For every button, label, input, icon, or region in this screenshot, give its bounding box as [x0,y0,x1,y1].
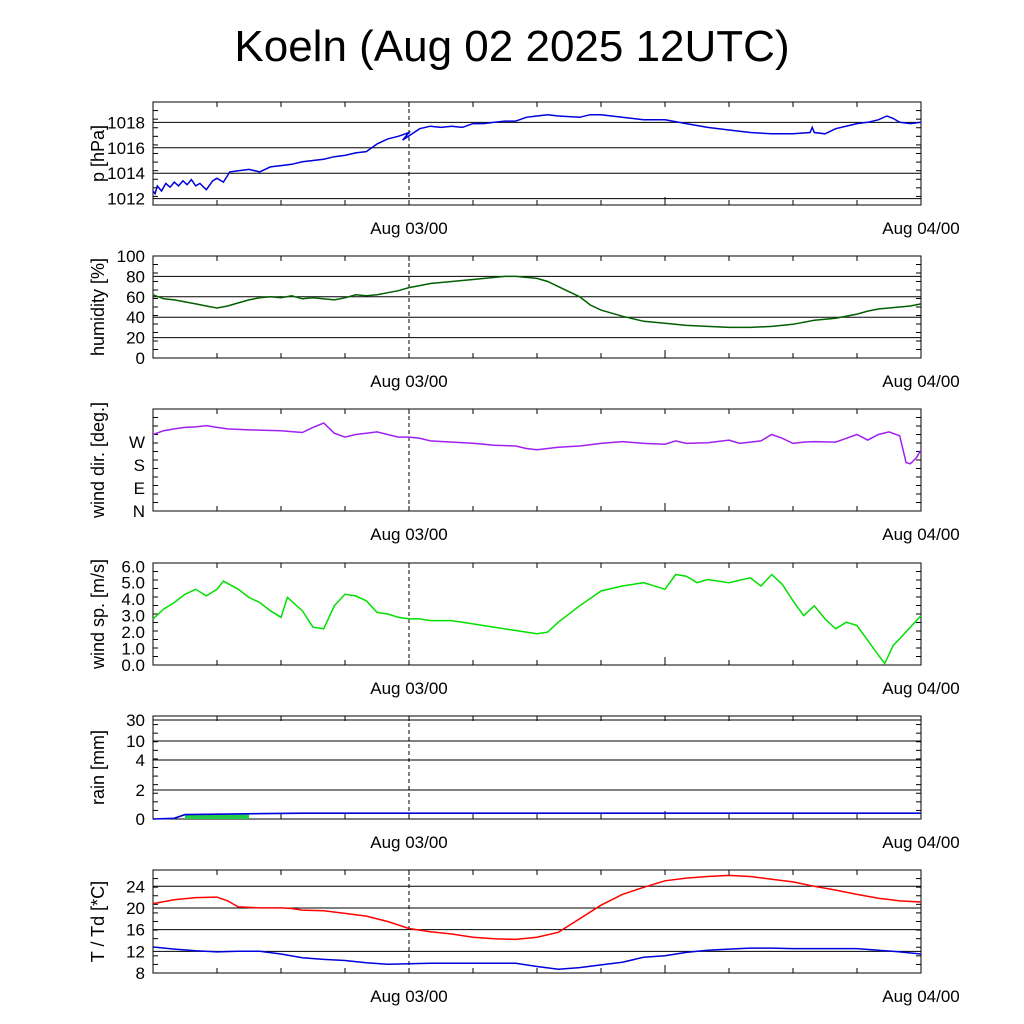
y-axis-label: wind dir. [deg.] [88,402,108,519]
y-tick-label: 0 [136,349,145,368]
rain-bar [185,814,249,819]
y-axis-label: p [hPa] [88,125,108,182]
y-tick-label: 40 [126,308,145,327]
x-tick-label: Aug 04/00 [882,833,960,852]
plot-frame [152,869,922,974]
y-tick-label: 2 [136,781,145,800]
y-axis-label: rain [mm] [88,730,108,805]
x-tick-label: Aug 04/00 [882,987,960,1006]
x-tick-label: Aug 03/00 [370,987,448,1006]
y-tick-label: W [129,433,145,452]
temperature-series-line [152,874,922,941]
plot-frame [152,255,922,359]
y-tick-label: 5.0 [121,574,145,593]
x-tick-label: Aug 04/00 [882,679,960,698]
y-tick-label: 100 [117,247,145,266]
x-tick-label: Aug 03/00 [370,833,448,852]
y-tick-label: N [133,502,145,521]
y-tick-label: 20 [126,329,145,348]
plot-frame [152,408,922,512]
y-tick-label: 8 [136,964,145,983]
x-tick-label: Aug 04/00 [882,525,960,544]
y-tick-label: 0.0 [121,656,145,675]
y-axis-label: humidity [%] [88,258,108,356]
y-tick-label: 0 [136,810,145,829]
wind_direction-series-line [152,422,922,465]
y-tick-label: 60 [126,288,145,307]
x-tick-label: Aug 04/00 [882,219,960,238]
y-tick-label: 10 [126,732,145,751]
y-tick-label: 12 [126,942,145,961]
y-tick-label: 2.0 [121,623,145,642]
x-tick-label: Aug 03/00 [370,679,448,698]
pressure-series-line [152,113,922,196]
y-tick-label: 1014 [107,164,145,183]
wind_speed-series-line [152,573,922,665]
y-tick-label: 80 [126,267,145,286]
y-axis-label: wind sp. [m/s] [88,559,108,670]
x-tick-label: Aug 03/00 [370,525,448,544]
y-tick-label: 1016 [107,139,145,158]
y-tick-label: 4 [136,751,145,770]
plot-frame [152,101,922,206]
y-tick-label: 16 [126,921,145,940]
chart-title: Koeln (Aug 02 2025 12UTC) [234,22,790,71]
plot-frame [152,715,922,820]
y-tick-label: 1.0 [121,640,145,659]
y-tick-label: 3.0 [121,607,145,626]
y-tick-label: 4.0 [121,590,145,609]
y-tick-label: S [134,456,145,475]
y-tick-label: 1018 [107,113,145,132]
y-tick-label: 24 [126,877,145,896]
x-tick-label: Aug 04/00 [882,372,960,391]
y-axis-label: T / Td [*C] [88,881,108,962]
y-tick-label: 30 [126,711,145,730]
temperature-series-line [152,946,922,970]
y-tick-label: 20 [126,899,145,918]
y-tick-label: E [134,479,145,498]
rain-accumulation-line [152,812,921,820]
y-tick-label: 6.0 [121,557,145,576]
x-tick-label: Aug 03/00 [370,372,448,391]
y-tick-label: 1012 [107,190,145,209]
humidity-series-line [152,275,922,329]
x-tick-label: Aug 03/00 [370,219,448,238]
